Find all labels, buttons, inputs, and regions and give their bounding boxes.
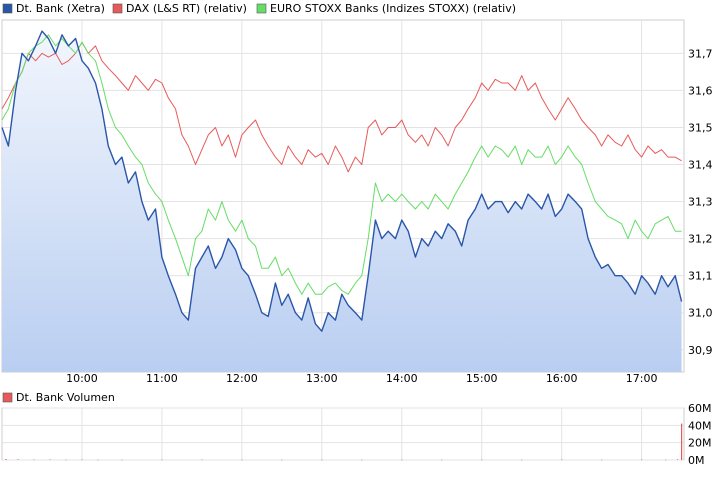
price-chart: 31,7 31,6 31,5 31,4 31,3 31,2 31,1 31,0 30,9 10:… (1, 2, 713, 385)
y-tick-label: 31,7 (688, 47, 713, 60)
vol-legend-swatch (2, 392, 13, 403)
volume-bar (17, 459, 19, 460)
y-tick-label: 31,4 (688, 159, 713, 172)
volume-bar (641, 459, 643, 461)
volume-bar (665, 459, 667, 461)
volume-bar (281, 459, 283, 461)
legend-swatch (112, 3, 123, 14)
volume-bar (677, 459, 679, 460)
vol-y-tick-label: 40M (688, 419, 712, 432)
volume-bar (681, 423, 683, 460)
volume-grid (2, 407, 684, 461)
volume-bar (241, 459, 243, 461)
volume-bar (561, 459, 563, 461)
price-y-ticks: 31,7 31,6 31,5 31,4 31,3 31,2 31,1 31,0 30,9 (688, 47, 713, 356)
series-line-2 (1, 34, 682, 295)
volume-bar (401, 459, 403, 461)
x-tick-label: 11:00 (146, 372, 178, 385)
series-line-1 (1, 41, 682, 173)
volume-bar (161, 459, 163, 461)
y-tick-label: 31,6 (688, 84, 713, 97)
vol-y-tick-label: 0M (688, 454, 705, 467)
volume-bar (33, 459, 35, 461)
x-tick-label: 10:00 (66, 372, 98, 385)
vol-legend-label: Dt. Bank Volumen (16, 391, 115, 404)
volume-bar (521, 459, 523, 461)
y-tick-label: 31,0 (688, 307, 713, 320)
x-tick-label: 17:00 (626, 372, 658, 385)
volume-legend: Dt. Bank Volumen (2, 391, 115, 404)
volume-bar (361, 459, 363, 461)
volume-bar (201, 459, 203, 461)
volume-bar (601, 459, 603, 461)
volume-bar (441, 459, 443, 461)
vol-y-tick-label: 60M (688, 402, 712, 415)
volume-bar (481, 459, 483, 461)
volume-y-ticks: 60M 40M 20M 0M (688, 402, 712, 467)
y-tick-label: 31,2 (688, 233, 713, 246)
volume-bar (97, 459, 99, 461)
volume-bar (49, 459, 51, 460)
x-tick-label: 13:00 (306, 372, 338, 385)
volume-bar (5, 459, 7, 460)
y-tick-label: 31,3 (688, 196, 713, 209)
y-tick-label: 30,9 (688, 344, 713, 357)
legend-label: Dt. Bank (Xetra) (16, 2, 105, 15)
series-line-0 (1, 30, 683, 332)
price-legend: Dt. Bank (Xetra) DAX (L&S RT) (relativ) EU… (2, 2, 516, 15)
legend-label: DAX (L&S RT) (relativ) (126, 2, 247, 15)
volume-chart: 60M 40M 20M 0M Dt. Bank Volumen (1, 391, 712, 467)
vol-y-tick-label: 20M (688, 437, 712, 450)
y-tick-label: 31,5 (688, 121, 713, 134)
legend-swatch (256, 3, 267, 14)
price-x-ticks: 10:00 11:00 12:00 13:00 14:00 15:00 16:00 17:00 (66, 372, 657, 385)
volume-plot-frame (1, 407, 685, 461)
legend-label: EURO STOXX Banks (Indizes STOXX) (relati… (270, 2, 516, 15)
volume-bars (5, 423, 683, 461)
x-tick-label: 16:00 (546, 372, 578, 385)
price-lines (1, 30, 683, 332)
volume-bar (121, 459, 123, 461)
y-tick-label: 31,1 (688, 270, 713, 283)
volume-bar (321, 459, 323, 461)
x-tick-label: 12:00 (226, 372, 258, 385)
volume-bar (81, 459, 83, 461)
x-tick-label: 15:00 (466, 372, 498, 385)
legend-swatch (2, 3, 13, 14)
volume-bar (65, 459, 67, 461)
x-tick-label: 14:00 (386, 372, 418, 385)
